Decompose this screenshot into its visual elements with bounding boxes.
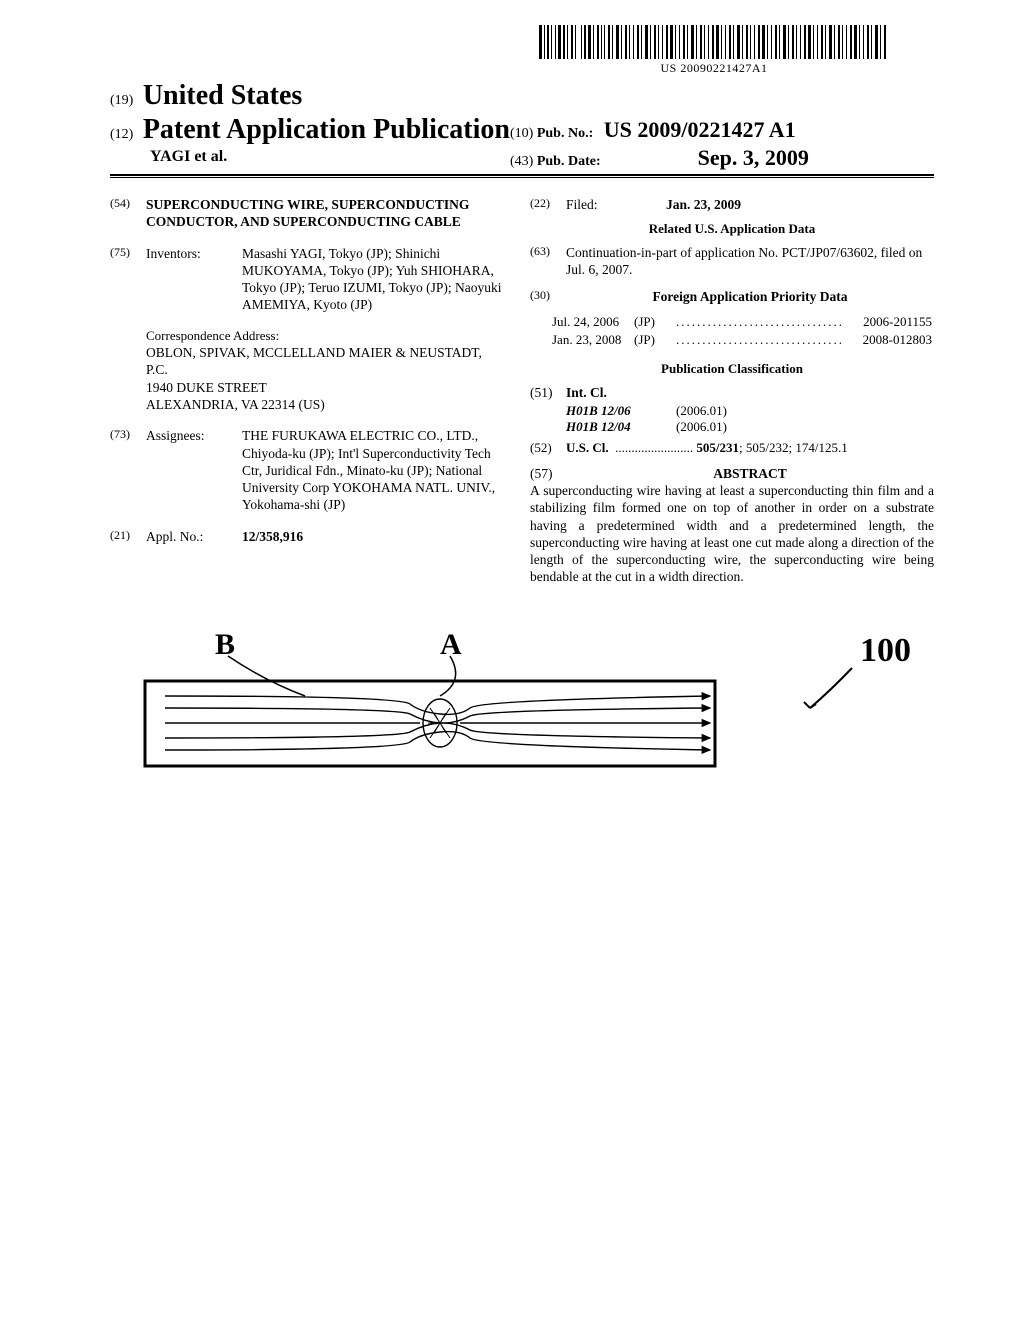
abstract-header: ABSTRACT (566, 465, 934, 482)
code-43: (43) (510, 154, 533, 169)
priority-table: Jul. 24, 2006(JP).......................… (530, 312, 934, 351)
leader-100 (810, 668, 852, 708)
inventors-label: Inventors: (146, 245, 242, 314)
inventors-field: (75) Inventors: Masashi YAGI, Tokyo (JP)… (110, 245, 504, 314)
code-19: (19) (110, 93, 133, 108)
intcl-row: H01B 12/04(2006.01) (566, 419, 934, 436)
leader-a (440, 656, 456, 696)
correspondence-address: Correspondence Address: OBLON, SPIVAK, M… (146, 328, 504, 414)
uscl-label: U.S. Cl. (566, 440, 609, 455)
code-51: (51) (530, 384, 566, 401)
cip-value: Continuation-in-part of application No. … (566, 244, 934, 279)
pubno-label: Pub. No.: (537, 126, 593, 141)
code-52: (52) (530, 440, 566, 457)
filed-value: Jan. 23, 2009 (626, 196, 934, 213)
pubdate-value: Sep. 3, 2009 (698, 145, 809, 170)
intcl-rows: H01B 12/06(2006.01)H01B 12/04(2006.01) (566, 403, 934, 436)
filed-field: (22) Filed: Jan. 23, 2009 (530, 196, 934, 213)
intcl-label: Int. Cl. (566, 384, 607, 401)
priority-row: Jul. 24, 2006(JP).......................… (532, 314, 932, 331)
figure-zone: B A 100 (110, 626, 934, 796)
code-57: (57) (530, 465, 566, 482)
code-30: (30) (530, 288, 566, 305)
assignees-field: (73) Assignees: THE FURUKAWA ELECTRIC CO… (110, 427, 504, 513)
corr-header: Correspondence Address: (146, 328, 504, 345)
code-21: (21) (110, 528, 146, 545)
publication-type: Patent Application Publication (143, 114, 510, 145)
abstract-text: A superconducting wire having at least a… (530, 482, 934, 586)
uscl-field: (52) U.S. Cl. ........................ 5… (530, 440, 934, 457)
code-22: (22) (530, 196, 566, 213)
bibliographic-columns: (54) SUPERCONDUCTING WIRE, SUPERCONDUCTI… (110, 196, 934, 586)
pub-meta: (10) Pub. No.: US 2009/0221427 A1 (43) P… (510, 117, 809, 173)
title-field: (54) SUPERCONDUCTING WIRE, SUPERCONDUCTI… (110, 196, 504, 231)
code-75: (75) (110, 245, 146, 314)
foreign-priority-field: (30) Foreign Application Priority Data (530, 288, 934, 305)
pubdate-label: Pub. Date: (537, 154, 601, 169)
figure-label-100: 100 (860, 632, 911, 669)
pubclass-header: Publication Classification (530, 361, 934, 378)
assignees-value: THE FURUKAWA ELECTRIC CO., LTD., Chiyoda… (242, 427, 504, 513)
code-12: (12) (110, 127, 133, 142)
intcl-field: (51) Int. Cl. (530, 384, 934, 401)
code-10: (10) (510, 126, 533, 141)
code-54: (54) (110, 196, 146, 231)
priority-row: Jan. 23, 2008(JP).......................… (532, 332, 932, 349)
related-header: Related U.S. Application Data (530, 221, 934, 238)
divider-top-2 (110, 177, 934, 178)
filed-label: Filed: (566, 196, 626, 213)
left-column: (54) SUPERCONDUCTING WIRE, SUPERCONDUCTI… (110, 196, 522, 586)
code-73: (73) (110, 427, 146, 513)
abstract-header-row: (57) ABSTRACT (530, 465, 934, 482)
barcode-image (539, 25, 889, 59)
country: United States (143, 80, 302, 111)
cip-field: (63) Continuation-in-part of application… (530, 244, 934, 279)
code-63: (63) (530, 244, 566, 279)
intcl-row: H01B 12/06(2006.01) (566, 403, 934, 420)
barcode-region: US 20090221427A1 (539, 25, 889, 76)
foreign-header: Foreign Application Priority Data (566, 288, 934, 305)
corr-line-1: OBLON, SPIVAK, MCCLELLAND MAIER & NEUSTA… (146, 344, 504, 379)
uscl-value-bold: 505/231 (696, 440, 739, 455)
assignees-label: Assignees: (146, 427, 242, 513)
inventors-value: Masashi YAGI, Tokyo (JP); Shinichi MUKOY… (242, 245, 504, 314)
corr-line-2: 1940 DUKE STREET (146, 379, 504, 396)
applno-field: (21) Appl. No.: 12/358,916 (110, 528, 504, 545)
corr-line-3: ALEXANDRIA, VA 22314 (US) (146, 396, 504, 413)
right-column: (22) Filed: Jan. 23, 2009 Related U.S. A… (522, 196, 934, 586)
applno-label: Appl. No.: (146, 528, 242, 545)
figure-label-b: B (215, 628, 235, 661)
barcode-text: US 20090221427A1 (539, 61, 889, 76)
figure-label-a: A (440, 628, 462, 661)
invention-title: SUPERCONDUCTING WIRE, SUPERCONDUCTING CO… (146, 196, 504, 231)
applno-value: 12/358,916 (242, 528, 504, 545)
patent-figure: B A 100 (110, 626, 930, 796)
divider-top (110, 174, 934, 176)
pubno-value: US 2009/0221427 A1 (604, 117, 796, 142)
leader-b (228, 656, 305, 696)
